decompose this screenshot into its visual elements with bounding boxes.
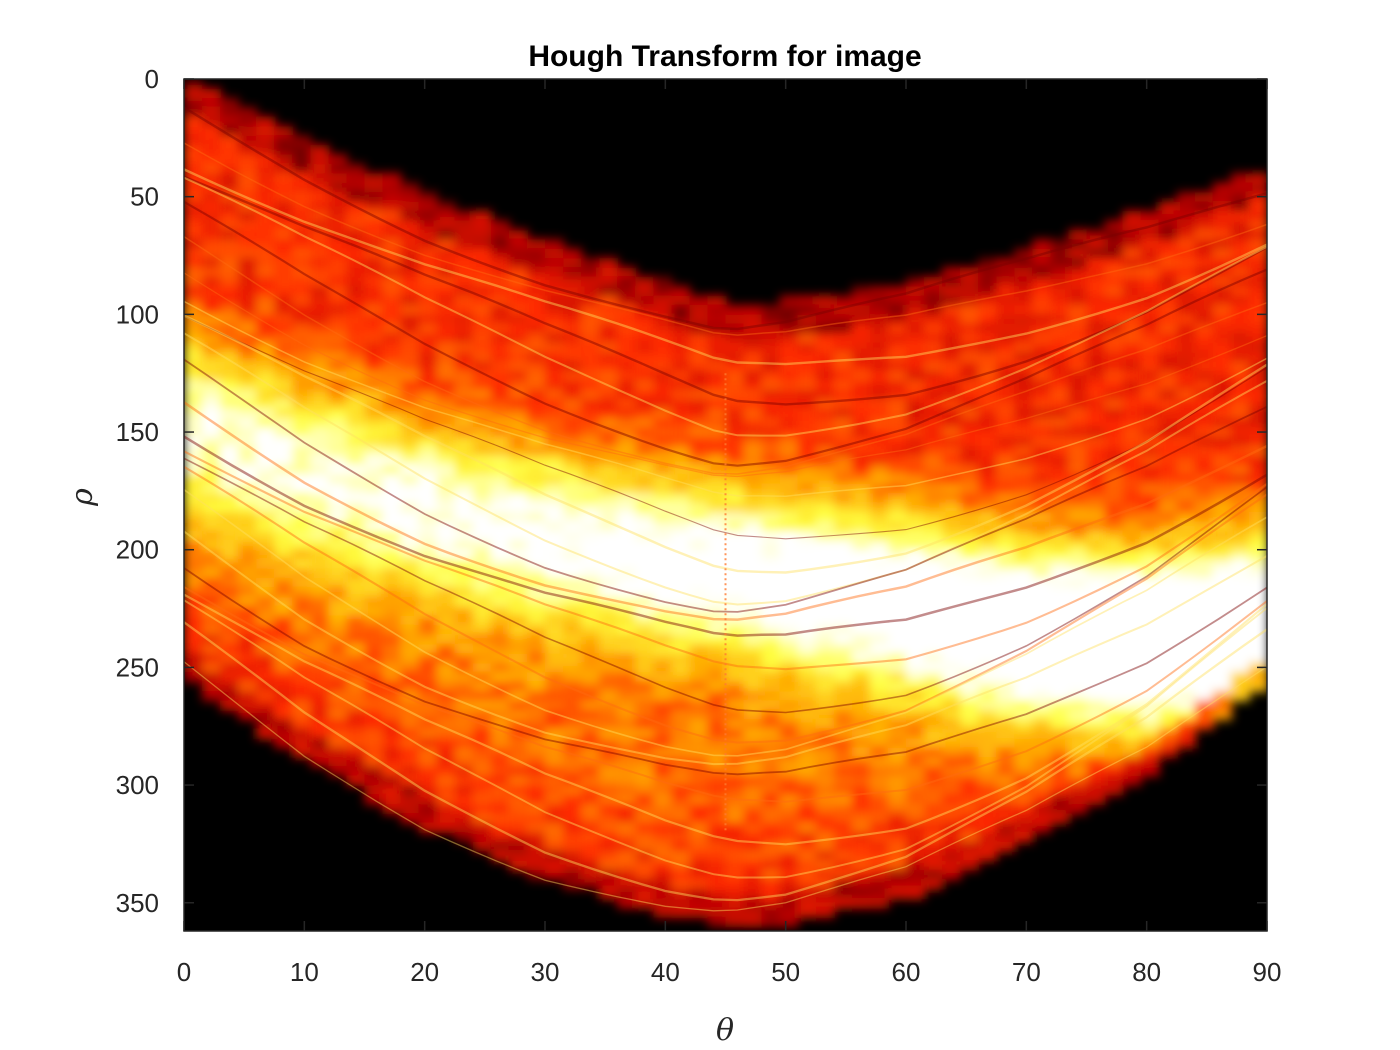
x-tick-label: 30 (531, 957, 560, 987)
plot-area (184, 79, 1267, 931)
y-tick-label: 300 (116, 770, 159, 800)
heatmap-image (184, 79, 1267, 928)
chart-title: Hough Transform for image (528, 40, 921, 73)
y-tick-label: 0 (145, 64, 159, 94)
y-tick-label: 350 (116, 888, 159, 918)
x-tick-label: 10 (290, 957, 319, 987)
y-tick-label: 200 (116, 535, 159, 565)
y-tick-label: 150 (116, 417, 159, 447)
y-tick-label: 50 (130, 182, 159, 212)
x-tick-label: 70 (1012, 957, 1041, 987)
x-tick-label: 0 (177, 957, 191, 987)
y-axis-label: ρ (65, 488, 100, 507)
x-tick-label: 40 (651, 957, 680, 987)
plot-box (183, 78, 1268, 932)
x-tick-label: 20 (410, 957, 439, 987)
y-tick-label: 100 (116, 299, 159, 329)
x-axis-label: θ (716, 1013, 734, 1048)
y-tick-label: 250 (116, 652, 159, 682)
x-tick-label: 50 (771, 957, 800, 987)
x-tick-label: 90 (1253, 957, 1282, 987)
y-axis: 0 50 100 150 200 250 300 350 (116, 64, 1267, 918)
x-tick-label: 80 (1132, 957, 1161, 987)
x-axis: 0 10 20 30 40 50 60 70 80 90 (177, 79, 1282, 987)
x-tick-label: 60 (892, 957, 921, 987)
